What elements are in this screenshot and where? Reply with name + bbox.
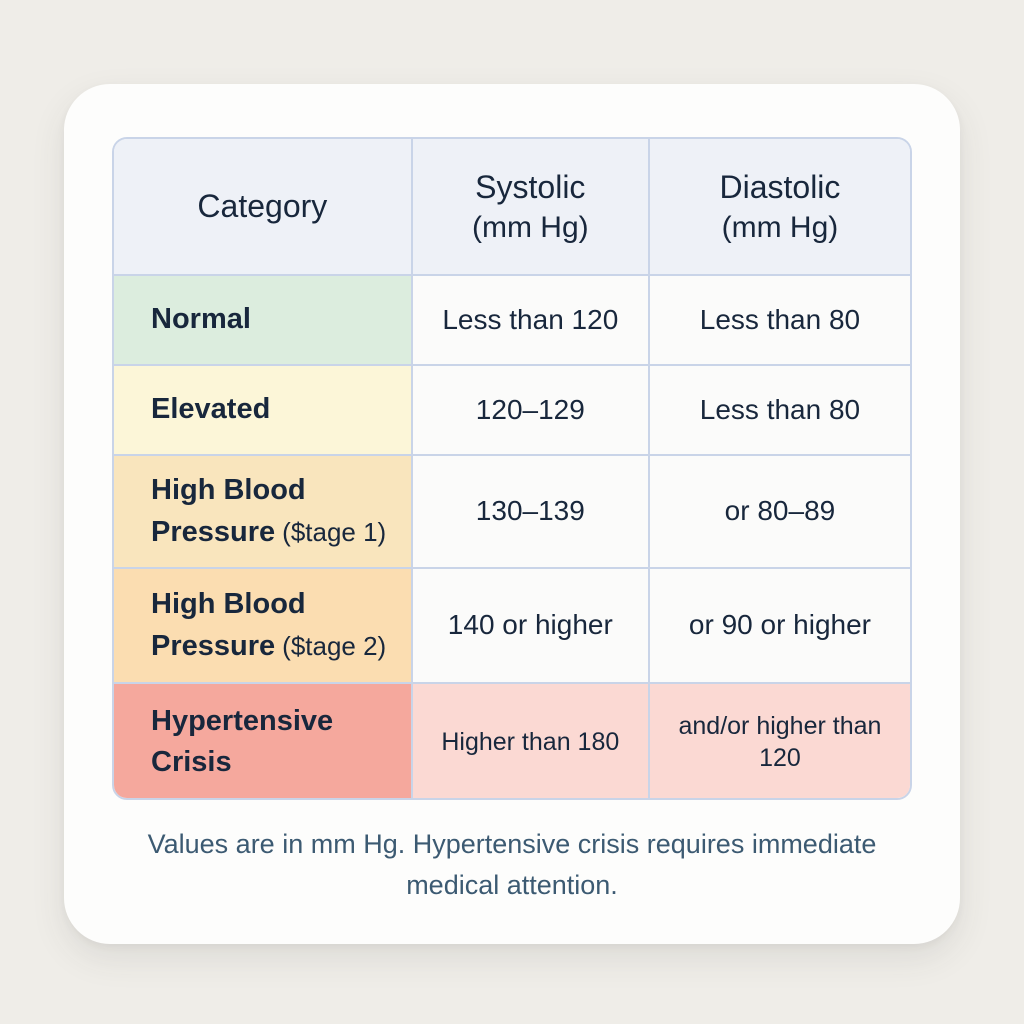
table-row-stage1: High Blood Pressure ($tage 1) 130–139 or … bbox=[114, 455, 910, 569]
table-row-stage2: High Blood Pressure ($tage 2) 140 or high… bbox=[114, 568, 910, 684]
table-row-normal: Normal Less than 120 Less than 80 bbox=[114, 275, 910, 366]
systolic-cell: Less than 120 bbox=[411, 275, 650, 366]
column-header-diastolic: Diastolic (mm Hg) bbox=[648, 139, 910, 276]
category-cell: Normal bbox=[114, 275, 413, 366]
bp-categories-table: Category Systolic (mm Hg) Diastolic (mm … bbox=[114, 139, 910, 798]
category-suffix: ($tage 1) bbox=[282, 516, 387, 547]
systolic-cell: 140 or higher bbox=[411, 568, 650, 684]
category-label: High Blood Pressure bbox=[151, 474, 306, 548]
systolic-cell: Higher than 180 bbox=[411, 683, 650, 798]
diastolic-cell: or 90 or higher bbox=[648, 568, 910, 684]
column-header-systolic: Systolic (mm Hg) bbox=[411, 139, 650, 276]
column-header-unit: (mm Hg) bbox=[721, 210, 839, 244]
column-header-category: Category bbox=[114, 139, 413, 276]
bp-chart-card: Category Systolic (mm Hg) Diastolic (mm … bbox=[64, 84, 960, 944]
diastolic-cell: and/or higher than 120 bbox=[648, 683, 910, 798]
systolic-cell: 120–129 bbox=[411, 365, 650, 456]
column-header-label: Systolic bbox=[475, 168, 586, 205]
category-label: Elevated bbox=[151, 393, 271, 426]
table-row-crisis: Hypertensive Crisis Higher than 180 and/… bbox=[114, 683, 910, 798]
systolic-cell: 130–139 bbox=[411, 455, 650, 569]
diastolic-cell: or 80–89 bbox=[648, 455, 910, 569]
diastolic-cell: Less than 80 bbox=[648, 365, 910, 456]
category-cell: Hypertensive Crisis bbox=[114, 683, 413, 798]
bp-table: Category Systolic (mm Hg) Diastolic (mm … bbox=[112, 137, 912, 800]
category-label: Normal bbox=[151, 303, 251, 336]
category-label: Hypertensive Crisis bbox=[151, 704, 334, 778]
table-row-elevated: Elevated 120–129 Less than 80 bbox=[114, 365, 910, 456]
header-row: Category Systolic (mm Hg) Diastolic (mm … bbox=[114, 139, 910, 276]
column-header-label: Diastolic bbox=[719, 168, 841, 205]
category-cell: High Blood Pressure ($tage 1) bbox=[114, 455, 413, 569]
diastolic-cell: Less than 80 bbox=[648, 275, 910, 366]
column-header-unit: (mm Hg) bbox=[471, 210, 589, 244]
category-label: High Blood Pressure bbox=[151, 588, 306, 662]
category-cell: Elevated bbox=[114, 365, 413, 456]
footnote: Values are in mm Hg. Hypertensive crisis… bbox=[147, 829, 877, 900]
category-suffix: ($tage 2) bbox=[282, 630, 387, 661]
column-header-label: Category bbox=[197, 188, 328, 225]
category-cell: High Blood Pressure ($tage 2) bbox=[114, 568, 413, 684]
